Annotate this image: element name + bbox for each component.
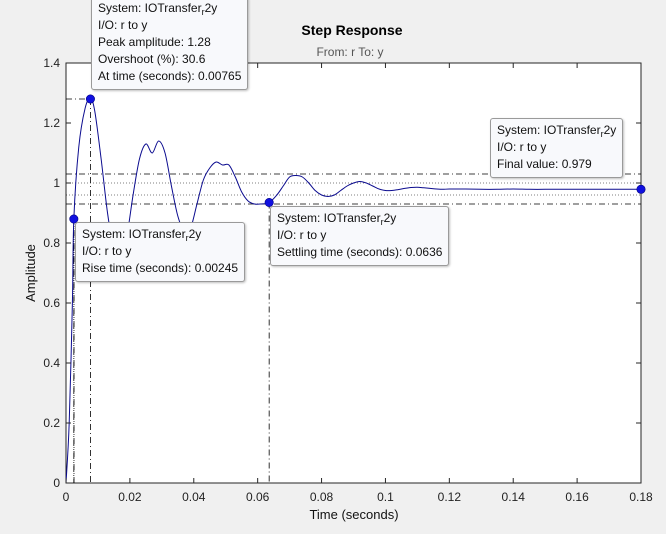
x-tick-label: 0.18	[629, 490, 653, 504]
y-tick-label: 0.4	[43, 356, 60, 370]
settling-marker	[264, 198, 274, 208]
datatip-system: System: IOTransferr2y	[82, 227, 202, 243]
datatip-settling-time: Settling time (seconds): 0.0636	[277, 245, 443, 259]
peak-response-datatip[interactable]: System: IOTransferr2y I/O: r to y Peak a…	[91, 0, 249, 90]
chart-subtitle: From: r To: y	[316, 45, 383, 59]
peak-marker	[85, 94, 95, 104]
datatip-system: System: IOTransferr2y	[98, 1, 218, 17]
y-tick-label: 1.4	[43, 56, 60, 70]
datatip-final-value: Final value: 0.979	[497, 157, 592, 171]
y-tick-label: 1	[53, 176, 60, 190]
x-tick-label: 0.02	[118, 490, 142, 504]
datatip-peak-amplitude: Peak amplitude: 1.28	[98, 35, 211, 49]
x-tick-label: 0.14	[502, 490, 526, 504]
x-tick-label: 0.04	[182, 490, 206, 504]
axis-ticks: 0 0.02 0.04 0.06 0.08 0.1 0.12 0.14 0.16 0.18 0 0.2…	[43, 56, 653, 504]
x-tick-label: 0.12	[438, 490, 462, 504]
datatip-rise-time: Rise time (seconds): 0.00245	[82, 261, 239, 275]
y-tick-label: 0.2	[43, 416, 60, 430]
datatip-system: System: IOTransferr2y	[497, 123, 617, 139]
x-axis-label: Time (seconds)	[309, 507, 398, 522]
datatip-io: I/O: r to y	[82, 244, 132, 258]
x-tick-label: 0.1	[377, 490, 394, 504]
settling-time-datatip[interactable]: System: IOTransferr2y I/O: r to y Settli…	[270, 206, 450, 266]
datatip-peak-time: At time (seconds): 0.00765	[98, 69, 242, 83]
data-markers	[69, 94, 646, 224]
datatip-io: I/O: r to y	[98, 18, 148, 32]
y-tick-label: 0	[53, 476, 60, 490]
y-tick-label: 0.6	[43, 296, 60, 310]
datatip-io: I/O: r to y	[497, 140, 547, 154]
x-tick-label: 0.16	[565, 490, 589, 504]
reference-lines	[66, 98, 641, 483]
y-tick-label: 1.2	[43, 116, 60, 130]
datatip-overshoot: Overshoot (%): 30.6	[98, 52, 206, 66]
datatip-io: I/O: r to y	[277, 228, 327, 242]
rise-marker	[69, 214, 79, 224]
final-marker	[636, 184, 646, 194]
final-value-datatip[interactable]: System: IOTransferr2y I/O: r to y Final …	[490, 118, 624, 178]
chart-title: Step Response	[301, 22, 402, 38]
x-tick-label: 0.08	[310, 490, 334, 504]
rise-time-datatip[interactable]: System: IOTransferr2y I/O: r to y Rise t…	[75, 222, 246, 282]
y-tick-label: 0.8	[43, 236, 60, 250]
x-tick-label: 0	[63, 490, 70, 504]
y-axis-label: Amplitude	[23, 244, 38, 302]
datatip-system: System: IOTransferr2y	[277, 211, 397, 227]
x-tick-label: 0.06	[246, 490, 270, 504]
